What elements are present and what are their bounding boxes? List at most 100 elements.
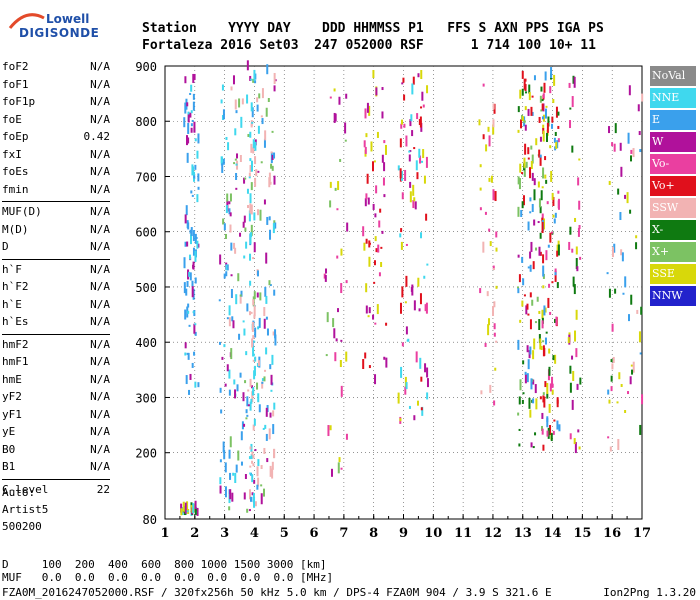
- echo-mark: [336, 255, 339, 259]
- echo-mark: [192, 230, 195, 242]
- echo-mark: [419, 116, 422, 128]
- y-tick-label: 700: [135, 170, 157, 184]
- echo-mark: [263, 376, 266, 382]
- echo-mark: [609, 446, 612, 452]
- echo-mark: [425, 302, 428, 314]
- echo-mark: [548, 403, 551, 413]
- echo-mark: [192, 101, 195, 111]
- echo-mark: [575, 258, 578, 270]
- echo-mark: [549, 425, 552, 436]
- plot-frame: [164, 65, 643, 520]
- echo-mark: [518, 443, 521, 447]
- echo-mark: [493, 268, 496, 271]
- echo-mark: [424, 363, 427, 373]
- echo-mark: [243, 328, 246, 336]
- echo-mark: [401, 82, 404, 85]
- echo-mark: [531, 154, 534, 164]
- echo-mark: [517, 129, 520, 133]
- echo-mark: [245, 241, 248, 249]
- echo-mark: [383, 162, 386, 172]
- param-name: M(D): [2, 222, 29, 236]
- echo-mark: [239, 372, 242, 378]
- echo-mark: [196, 240, 199, 249]
- echo-mark: [182, 509, 185, 512]
- echo-mark: [270, 389, 273, 392]
- echo-mark: [257, 459, 260, 467]
- echo-mark: [234, 99, 237, 110]
- echo-mark: [263, 488, 266, 497]
- echo-mark: [573, 284, 576, 295]
- echo-mark: [194, 500, 197, 512]
- echo-mark: [531, 172, 534, 181]
- echo-mark: [250, 182, 253, 191]
- echo-mark: [487, 126, 490, 132]
- echo-mark: [523, 157, 526, 168]
- echo-mark: [426, 263, 429, 266]
- echo-mark: [530, 106, 533, 116]
- echo-mark: [420, 232, 423, 239]
- y-tick-label: 400: [135, 336, 157, 350]
- echo-mark: [193, 351, 196, 356]
- echo-mark: [517, 339, 520, 350]
- echo-mark: [579, 256, 582, 260]
- echo-mark: [243, 423, 246, 427]
- echo-mark: [362, 359, 365, 370]
- echo-mark: [365, 238, 368, 244]
- echo-mark: [549, 383, 552, 392]
- echo-mark: [409, 191, 412, 203]
- param-value: N/A: [90, 442, 110, 456]
- echo-mark: [541, 309, 544, 319]
- echo-mark: [334, 187, 337, 191]
- echo-mark: [373, 160, 376, 163]
- echo-mark: [364, 352, 367, 359]
- x-tick-label: 7: [339, 526, 348, 541]
- echo-mark: [337, 181, 340, 191]
- echo-mark: [253, 212, 256, 221]
- echo-mark: [194, 331, 197, 336]
- y-tick-label: 80: [143, 513, 157, 527]
- echo-mark: [488, 318, 491, 326]
- echo-mark: [252, 345, 255, 357]
- echo-mark: [630, 155, 633, 162]
- echo-mark: [230, 86, 233, 91]
- echo-mark: [187, 269, 190, 280]
- echo-mark: [186, 510, 189, 513]
- x-tick-label: 3: [220, 526, 229, 541]
- legend-item-sse: SSE: [650, 264, 696, 284]
- echo-mark: [527, 157, 530, 160]
- echo-mark: [397, 165, 400, 171]
- echo-mark: [272, 223, 275, 234]
- echo-mark: [520, 209, 523, 217]
- echo-mark: [420, 407, 423, 411]
- echo-mark: [229, 224, 232, 233]
- echo-mark: [538, 198, 541, 208]
- echo-mark: [543, 305, 546, 316]
- echo-mark: [621, 252, 624, 262]
- param-row-hf: h`F N/A: [2, 263, 110, 281]
- echo-mark: [231, 316, 234, 322]
- echo-mark: [521, 70, 524, 79]
- echo-mark: [539, 338, 542, 350]
- echo-mark: [252, 424, 255, 431]
- echo-mark: [411, 130, 414, 137]
- echo-mark: [249, 401, 252, 411]
- echo-mark: [229, 436, 232, 448]
- echo-mark: [268, 216, 271, 221]
- echo-mark: [542, 285, 545, 289]
- echo-mark: [230, 289, 233, 299]
- echo-mark: [268, 280, 271, 286]
- echo-mark: [549, 311, 552, 315]
- echo-mark: [224, 383, 227, 387]
- echo-mark: [187, 222, 190, 230]
- echo-mark: [624, 276, 627, 288]
- echo-mark: [569, 226, 572, 235]
- echo-mark: [345, 93, 348, 99]
- echo-mark: [529, 211, 532, 214]
- echo-mark: [542, 265, 545, 277]
- echo-mark: [252, 359, 255, 362]
- echo-mark: [610, 359, 613, 363]
- echo-mark: [525, 161, 528, 168]
- echo-mark: [546, 382, 549, 394]
- echo-mark: [329, 425, 332, 431]
- echo-mark: [539, 95, 542, 103]
